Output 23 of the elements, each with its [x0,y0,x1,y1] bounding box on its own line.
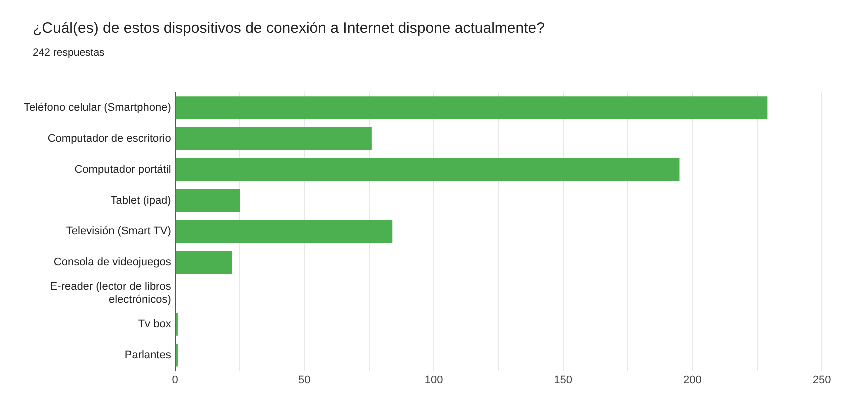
bar [176,128,372,150]
y-tick-label: Tablet (ipad) [110,194,172,207]
y-tick-label: Computador de escritorio [48,133,172,145]
y-tick-label: Televisión (Smart TV) [66,226,172,238]
text: 242 respuestas [33,47,105,59]
x-tick-label: 200 [683,374,702,386]
y-tick-label: Computador portátil [74,164,172,176]
bar [176,189,240,212]
bar [176,251,232,274]
y-tick-label: E-reader (lector de libros electrónicos) [50,280,172,306]
y-tick-label: Consola de videojuegos [54,256,172,269]
y-tick-label: Teléfono celular (Smartphone) [24,102,172,114]
x-tick-label: 50 [298,374,311,386]
x-tick-label: 250 [812,374,832,386]
chart-title: ¿Cuál(es) de estos dispositivos de conexión a Internet dispone actualmente? [33,20,545,37]
bar [176,96,768,120]
bar [176,220,393,244]
x-tick-label: 0 [172,374,178,386]
y-tick-label: Tv box [138,318,172,330]
y-tick-label: Parlantes [124,349,172,362]
bar [176,158,680,182]
x-tick-label: 150 [554,374,573,386]
x-tick-label: 100 [424,374,444,386]
